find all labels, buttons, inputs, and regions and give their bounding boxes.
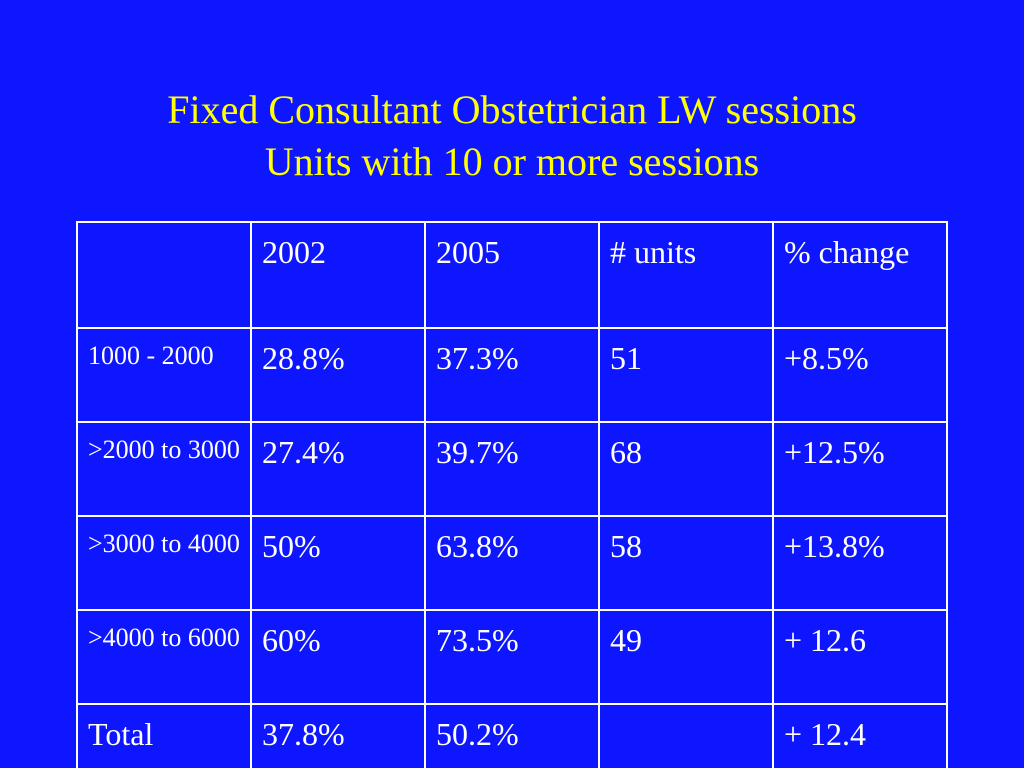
row-label: >3000 to 4000 bbox=[76, 515, 252, 611]
table-row: 1000 - 2000 28.8% 37.3% 51 +8.5% bbox=[76, 327, 948, 423]
header-cell-empty bbox=[76, 221, 252, 329]
cell-units: 58 bbox=[598, 515, 774, 611]
table-header-row: 2002 2005 # units % change bbox=[76, 221, 948, 329]
cell-2002: 37.8% bbox=[250, 703, 426, 768]
cell-units: 68 bbox=[598, 421, 774, 517]
cell-2005: 73.5% bbox=[424, 609, 600, 705]
row-label: 1000 - 2000 bbox=[76, 327, 252, 423]
cell-change: + 12.4 bbox=[772, 703, 948, 768]
cell-2005: 37.3% bbox=[424, 327, 600, 423]
header-cell-change: % change bbox=[772, 221, 948, 329]
cell-2002: 27.4% bbox=[250, 421, 426, 517]
row-label: >4000 to 6000 bbox=[76, 609, 252, 705]
slide-title: Fixed Consultant Obstetrician LW session… bbox=[0, 84, 1024, 188]
sessions-table: 2002 2005 # units % change 1000 - 2000 2… bbox=[76, 221, 948, 768]
cell-change: +8.5% bbox=[772, 327, 948, 423]
cell-change: +12.5% bbox=[772, 421, 948, 517]
cell-units bbox=[598, 703, 774, 768]
table-row: >2000 to 3000 27.4% 39.7% 68 +12.5% bbox=[76, 421, 948, 517]
row-label: >2000 to 3000 bbox=[76, 421, 252, 517]
title-line-1: Fixed Consultant Obstetrician LW session… bbox=[167, 87, 857, 132]
header-cell-2002: 2002 bbox=[250, 221, 426, 329]
cell-units: 51 bbox=[598, 327, 774, 423]
title-line-2: Units with 10 or more sessions bbox=[264, 139, 760, 184]
cell-change: + 12.6 bbox=[772, 609, 948, 705]
cell-units: 49 bbox=[598, 609, 774, 705]
cell-2002: 60% bbox=[250, 609, 426, 705]
cell-2002: 50% bbox=[250, 515, 426, 611]
header-cell-2005: 2005 bbox=[424, 221, 600, 329]
table-row: >3000 to 4000 50% 63.8% 58 +13.8% bbox=[76, 515, 948, 611]
row-label-total: Total bbox=[76, 703, 252, 768]
header-cell-units: # units bbox=[598, 221, 774, 329]
table-total-row: Total 37.8% 50.2% + 12.4 bbox=[76, 703, 948, 768]
table-row: >4000 to 6000 60% 73.5% 49 + 12.6 bbox=[76, 609, 948, 705]
cell-2005: 50.2% bbox=[424, 703, 600, 768]
cell-change: +13.8% bbox=[772, 515, 948, 611]
cell-2005: 39.7% bbox=[424, 421, 600, 517]
cell-2005: 63.8% bbox=[424, 515, 600, 611]
cell-2002: 28.8% bbox=[250, 327, 426, 423]
